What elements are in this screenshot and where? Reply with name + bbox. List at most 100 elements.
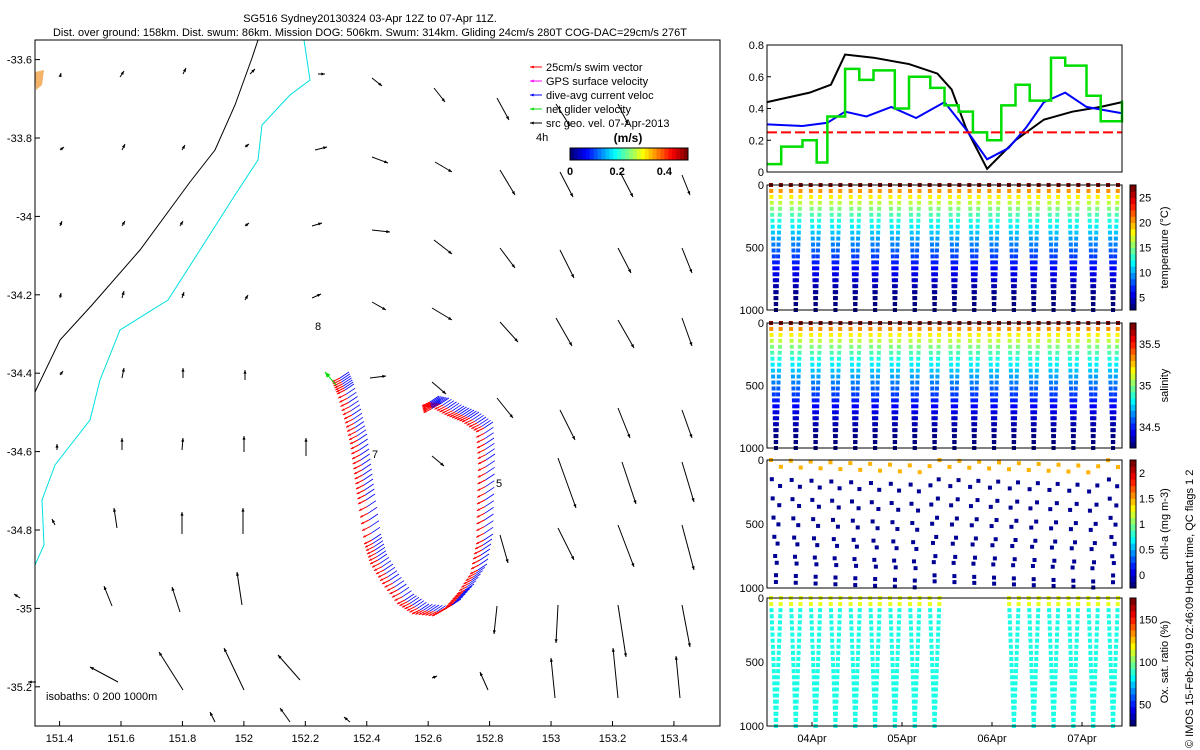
profile-point (797, 638, 802, 643)
profile-point (888, 200, 893, 205)
profile-point (811, 392, 816, 397)
profile-point (850, 248, 855, 253)
profile-point (817, 338, 822, 343)
profile-point (1013, 404, 1018, 409)
profile-point (1046, 602, 1051, 607)
y-tick-label: -33.6 (7, 55, 32, 67)
geo-velocity-arrow-head (687, 191, 691, 195)
profile-point (1055, 350, 1060, 355)
profile-point (836, 356, 841, 361)
profile-point (974, 380, 979, 385)
swim-vector-head (471, 566, 474, 569)
profile-point (810, 644, 815, 649)
profile-point (796, 368, 801, 373)
profile-point (1008, 218, 1013, 223)
profile-point (956, 194, 961, 199)
profile-point (830, 650, 835, 655)
profile-point (970, 542, 975, 547)
geo-velocity-arrow (555, 604, 559, 644)
profile-point (776, 392, 781, 397)
geo-velocity-arrow-head (120, 71, 124, 75)
profile-point (1016, 608, 1021, 613)
profile-point (809, 332, 814, 337)
profile-point (1072, 278, 1077, 283)
profile-point (1054, 368, 1059, 373)
profile-point (778, 602, 783, 607)
profile-point (856, 362, 861, 367)
profile-point (1108, 663, 1113, 668)
profile-point (1014, 230, 1019, 235)
profile-point (933, 296, 938, 301)
profile-point (875, 236, 880, 241)
profile-point (1067, 206, 1072, 211)
profile-point (1073, 266, 1078, 271)
profile-point (1074, 362, 1079, 367)
dac-vector (419, 603, 430, 611)
profile-point (877, 200, 882, 205)
profile-point (793, 302, 798, 307)
profile-point (927, 464, 932, 469)
profile-point (976, 194, 981, 199)
dac-vector (381, 560, 392, 567)
profile-point (811, 656, 816, 661)
profile-point (993, 266, 998, 271)
geo-velocity-arrow-head (687, 643, 691, 647)
profile-point (909, 362, 914, 367)
profile-point (868, 200, 873, 205)
profile-point (915, 650, 920, 655)
profile-point (1075, 344, 1080, 349)
geo-velocity-arrow-head (566, 122, 570, 126)
profile-point (1047, 626, 1052, 631)
profile-point (1075, 608, 1080, 613)
profile-point (1108, 242, 1113, 247)
profile-point (1053, 254, 1058, 259)
dac-vector (362, 468, 372, 476)
profile-point (868, 481, 873, 486)
profile-point (1010, 681, 1015, 686)
profile-point (1049, 526, 1054, 531)
profile-point (798, 602, 803, 607)
profile-point (1094, 236, 1099, 241)
panel-colorbar-cell (1130, 429, 1136, 436)
profile-point (1050, 693, 1055, 698)
profile-point (834, 687, 839, 692)
profile-point (1047, 620, 1052, 625)
profile-point (1076, 602, 1081, 607)
profile-point (895, 242, 900, 247)
profile-point (789, 344, 794, 349)
dac-vector (363, 473, 373, 481)
profile-point (1069, 248, 1074, 253)
profile-point (952, 302, 957, 307)
profile-point (1067, 632, 1072, 637)
profile-panel-2 (769, 321, 1120, 450)
profile-point (994, 236, 999, 241)
geo-velocity-arrow-head (121, 368, 125, 372)
profile-point (1015, 638, 1020, 643)
profile-point (836, 638, 841, 643)
profile-point (1012, 440, 1017, 445)
profile-point (1094, 368, 1099, 373)
profile-point (835, 254, 840, 259)
profile-point (809, 620, 814, 625)
profile-point (975, 218, 980, 223)
profile-point (894, 260, 899, 265)
profile-point (1008, 356, 1013, 361)
profile-point (795, 392, 800, 397)
profile-point (873, 428, 878, 433)
profile-point (794, 434, 799, 439)
profile-point (1088, 663, 1093, 668)
swim-vector-head (402, 605, 405, 608)
panel-colorbar-cell (1130, 360, 1136, 368)
panel-colorbar-cell (1130, 185, 1136, 192)
profile-point (933, 699, 938, 704)
geo-velocity-arrow (681, 409, 693, 439)
colorbar-cell (589, 148, 595, 160)
profile-point (987, 200, 992, 205)
panel-colorbar-cell (1130, 694, 1136, 701)
profile-point (936, 338, 941, 343)
profile-point (1027, 626, 1032, 631)
profile-point (997, 460, 1002, 465)
profile-point (927, 602, 932, 607)
profile-point (809, 350, 814, 355)
profile-point (794, 278, 799, 283)
